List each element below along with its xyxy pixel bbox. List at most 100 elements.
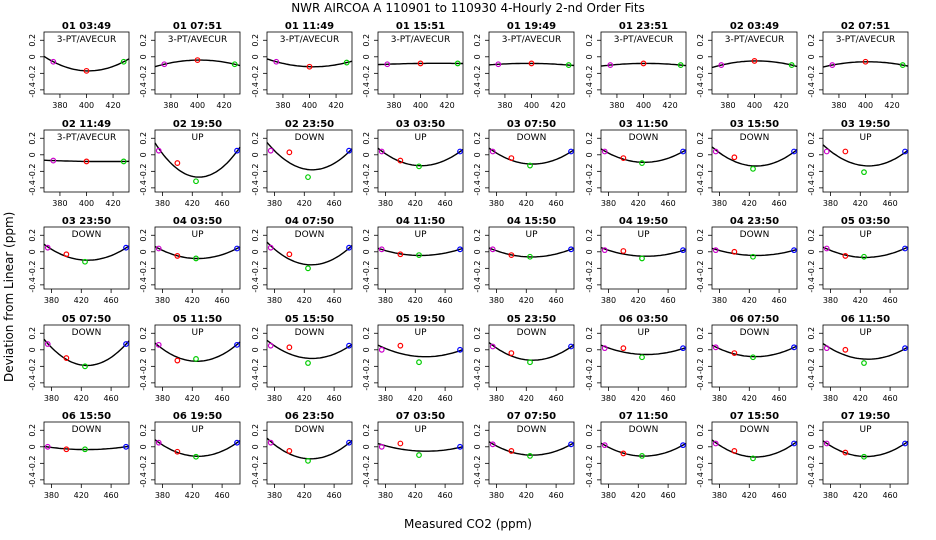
panel-frame (822, 324, 909, 388)
y-tick-label: 0 (362, 249, 371, 254)
data-point (677, 62, 684, 68)
y-tick-label: 0.2 (362, 229, 371, 242)
fit-curve (377, 344, 464, 358)
data-point (899, 62, 906, 68)
y-tick-label: 0 (807, 152, 816, 157)
x-tick-label: 420 (773, 101, 788, 110)
y-tick-label: -0.2 (139, 261, 148, 277)
data-point (384, 61, 391, 68)
y-tick-label: -0.2 (473, 261, 482, 277)
panel-title: 01 15:51 (396, 21, 445, 32)
panel-subtitle: DOWN (517, 328, 547, 338)
data-point (155, 245, 162, 252)
data-point (527, 253, 533, 260)
y-tick-label: -0.4 (696, 180, 705, 196)
panel: 01 15:51 3-PT/AVECUR 0.2 0 -0.2-0.4 380 400 420 (362, 21, 464, 110)
data-point (861, 253, 867, 260)
y-tick-label: -0.4 (473, 180, 482, 196)
panel-title: 01 11:49 (285, 21, 334, 32)
x-tick-label: 420 (550, 101, 565, 110)
y-tick-label: -0.2 (139, 359, 148, 375)
data-point (82, 446, 88, 453)
y-tick-label: 0 (139, 54, 148, 59)
data-point (508, 448, 515, 454)
data-point (680, 148, 686, 155)
data-point (620, 450, 627, 457)
x-tick-label: 420 (439, 101, 454, 110)
x-tick-label: 400 (190, 101, 205, 110)
x-tick-label: 380 (52, 101, 67, 110)
data-point (527, 452, 533, 459)
x-tick-label: 460 (882, 491, 897, 500)
x-tick-label: 420 (853, 491, 868, 500)
data-point (791, 247, 797, 254)
panel-title: 03 23:50 (62, 216, 111, 227)
panel: 05 11:50 UP 0.2 0 -0.2-0.4 380 420 460 (139, 314, 241, 403)
y-tick-label: -0.2 (28, 456, 37, 472)
data-point (568, 343, 574, 350)
panel-subtitle: 3-PT/AVECUR (280, 35, 339, 45)
x-tick-label: 460 (548, 491, 563, 500)
y-tick-label: -0.4 (585, 375, 594, 391)
data-point (607, 62, 614, 68)
y-tick-label: 0 (807, 444, 816, 449)
panel: 06 07:50 DOWN 0.2 0 -0.2-0.4 380 420 460 (696, 314, 798, 403)
x-tick-label: 380 (163, 101, 178, 110)
fit-curve (488, 147, 575, 165)
x-tick-label: 380 (601, 199, 616, 208)
data-point (791, 440, 797, 447)
data-point (234, 147, 240, 154)
x-tick-label: 380 (44, 296, 59, 305)
panel-subtitle: UP (637, 230, 650, 240)
fit-curve (154, 439, 241, 457)
y-tick-label: -0.2 (139, 164, 148, 180)
data-point (397, 157, 404, 164)
panel: 05 15:50 DOWN 0.2 0 -0.2-0.4 380 420 460 (251, 314, 353, 403)
y-tick-label: -0.4 (28, 82, 37, 98)
x-tick-label: 420 (185, 394, 200, 403)
panel-subtitle: UP (859, 230, 872, 240)
panel-title: 07 19:50 (841, 411, 890, 422)
y-tick-label: 0 (28, 444, 37, 449)
panel-frame (266, 226, 353, 290)
panel: 07 07:50 DOWN 0.2 0 -0.2-0.4 380 420 460 (473, 411, 575, 500)
y-tick-label: 0.2 (473, 229, 482, 242)
data-point (120, 158, 127, 165)
y-tick-label: -0.4 (696, 375, 705, 391)
y-tick-label: 0 (251, 249, 260, 254)
y-tick-label: -0.4 (473, 375, 482, 391)
x-tick-label: 460 (326, 491, 341, 500)
data-point (120, 58, 127, 65)
panel-subtitle: DOWN (517, 133, 547, 143)
panel: 03 23:50 DOWN 0.2 0 -0.2-0.4 380 420 460 (28, 216, 130, 305)
y-tick-label: -0.2 (807, 456, 816, 472)
panel-frame (600, 421, 687, 485)
data-point (842, 346, 849, 353)
panel-title: 01 19:49 (507, 21, 556, 32)
data-point (63, 446, 70, 453)
y-tick-label: -0.2 (473, 456, 482, 472)
data-point (193, 178, 199, 185)
y-tick-label: -0.2 (696, 261, 705, 277)
y-tick-label: -0.2 (362, 261, 371, 277)
y-tick-label: -0.2 (585, 456, 594, 472)
panel-frame (822, 129, 909, 193)
x-tick-label: 420 (408, 394, 423, 403)
y-tick-label: -0.4 (473, 472, 482, 488)
fit-curve (43, 55, 130, 72)
fit-curve (711, 344, 798, 358)
x-tick-label: 380 (155, 199, 170, 208)
x-tick-label: 400 (747, 101, 762, 110)
fit-curve (488, 247, 575, 258)
y-tick-label: 0.2 (28, 327, 37, 340)
panel-frame (154, 129, 241, 193)
data-point (378, 246, 385, 253)
x-tick-label: 400 (524, 101, 539, 110)
panel-title: 04 03:50 (173, 216, 222, 227)
x-tick-label: 460 (660, 199, 675, 208)
data-point (639, 354, 645, 361)
x-tick-label: 420 (853, 394, 868, 403)
data-point (527, 359, 533, 366)
data-point (620, 248, 627, 254)
panel-subtitle: 3-PT/AVECUR (614, 35, 673, 45)
